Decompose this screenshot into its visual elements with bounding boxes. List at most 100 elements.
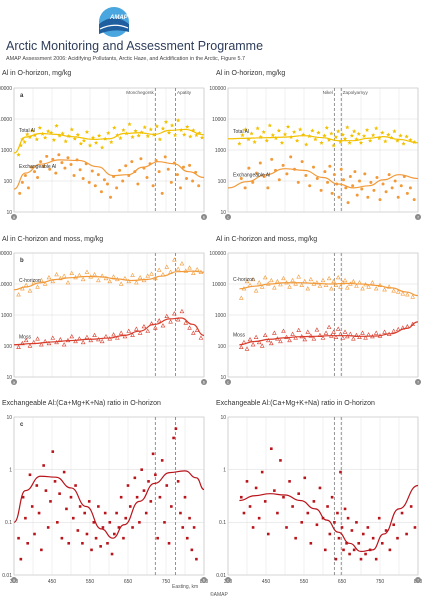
data-point: [338, 139, 343, 144]
data-point: [176, 480, 180, 483]
data-point: [181, 165, 185, 169]
corner-marker-label: f: [417, 578, 419, 583]
data-point: [170, 505, 173, 508]
data-point: [169, 123, 175, 128]
data-point: [92, 332, 97, 337]
data-point: [45, 154, 49, 158]
data-point: [57, 153, 61, 157]
data-point: [69, 163, 73, 167]
data-point: [191, 270, 196, 275]
corner-marker-label: a: [13, 578, 16, 583]
data-point: [251, 180, 255, 184]
data-point: [300, 160, 304, 164]
data-point: [18, 191, 22, 195]
data-point: [395, 138, 400, 143]
data-point: [99, 190, 103, 194]
y-tick-label: 100000: [0, 251, 12, 257]
x-tick-label: 650: [338, 579, 347, 585]
y-tick-label: 100: [4, 344, 13, 350]
data-point: [69, 495, 73, 499]
data-point: [279, 459, 282, 462]
data-point: [33, 170, 37, 174]
data-point: [108, 521, 112, 524]
panel-letter: b: [20, 258, 24, 264]
data-point: [391, 328, 396, 333]
data-point: [60, 161, 64, 165]
data-point: [371, 536, 375, 540]
data-point: [308, 333, 314, 338]
data-point: [179, 308, 185, 314]
data-point: [311, 336, 317, 341]
data-point: [40, 548, 43, 552]
data-point: [167, 541, 171, 545]
data-point: [65, 280, 71, 285]
data-point: [136, 133, 141, 138]
corner-marker: [11, 577, 17, 583]
data-point: [348, 552, 351, 556]
data-point: [367, 138, 373, 143]
data-point: [149, 500, 153, 503]
data-point: [351, 129, 357, 134]
page-subtitle: AMAP Assessment 2006: Acidifying Polluta…: [6, 56, 246, 62]
data-point: [370, 280, 375, 285]
y-tick-label: 1: [223, 467, 226, 473]
data-point: [344, 186, 348, 190]
data-point: [126, 484, 130, 487]
data-point: [122, 334, 128, 339]
data-point: [409, 505, 413, 508]
data-point: [23, 174, 27, 178]
data-point: [250, 342, 256, 347]
data-point: [333, 521, 336, 524]
data-point: [78, 168, 82, 172]
data-point: [16, 344, 21, 350]
data-point: [157, 137, 163, 142]
data-point: [332, 173, 336, 177]
data-point: [316, 130, 321, 135]
corner-marker: [415, 577, 421, 583]
y-tick-label: 0.1: [5, 520, 12, 526]
trend-line: [13, 128, 205, 154]
data-point: [106, 541, 109, 545]
data-point: [305, 329, 311, 334]
data-point: [110, 552, 114, 556]
reference-label: Nikel: [323, 90, 333, 95]
copyright: ©AMAP: [210, 592, 228, 598]
data-point: [336, 511, 339, 515]
data-point: [151, 452, 155, 456]
y-tick-label: 1000: [215, 313, 226, 319]
data-point: [90, 135, 96, 140]
data-point: [37, 511, 41, 515]
data-point: [340, 132, 345, 137]
data-point: [42, 135, 48, 140]
data-point: [354, 283, 359, 288]
data-point: [87, 180, 91, 184]
data-point: [287, 337, 292, 343]
data-point: [58, 275, 63, 281]
data-point: [310, 128, 315, 133]
data-point: [326, 180, 330, 184]
data-point: [90, 548, 93, 552]
data-point: [314, 327, 320, 332]
data-point: [400, 291, 406, 296]
logo-wave: [99, 24, 129, 30]
data-point: [256, 280, 262, 285]
data-point: [130, 134, 135, 139]
data-point: [413, 526, 417, 529]
data-point: [291, 129, 297, 134]
data-point: [317, 283, 323, 288]
data-point: [296, 180, 300, 184]
data-point: [323, 170, 327, 174]
data-point: [253, 288, 259, 293]
data-point: [183, 320, 189, 325]
data-point: [145, 273, 151, 278]
y-tick-label: 1000: [1, 148, 12, 154]
data-point: [131, 526, 134, 529]
y-tick-label: 10: [220, 375, 226, 381]
data-point: [319, 188, 323, 192]
data-point: [357, 179, 361, 183]
data-point: [115, 186, 119, 190]
data-point: [361, 133, 367, 138]
data-point: [287, 284, 292, 289]
chart-title: Al in O-horizon, mg/kg: [2, 70, 72, 77]
data-point: [378, 198, 382, 202]
